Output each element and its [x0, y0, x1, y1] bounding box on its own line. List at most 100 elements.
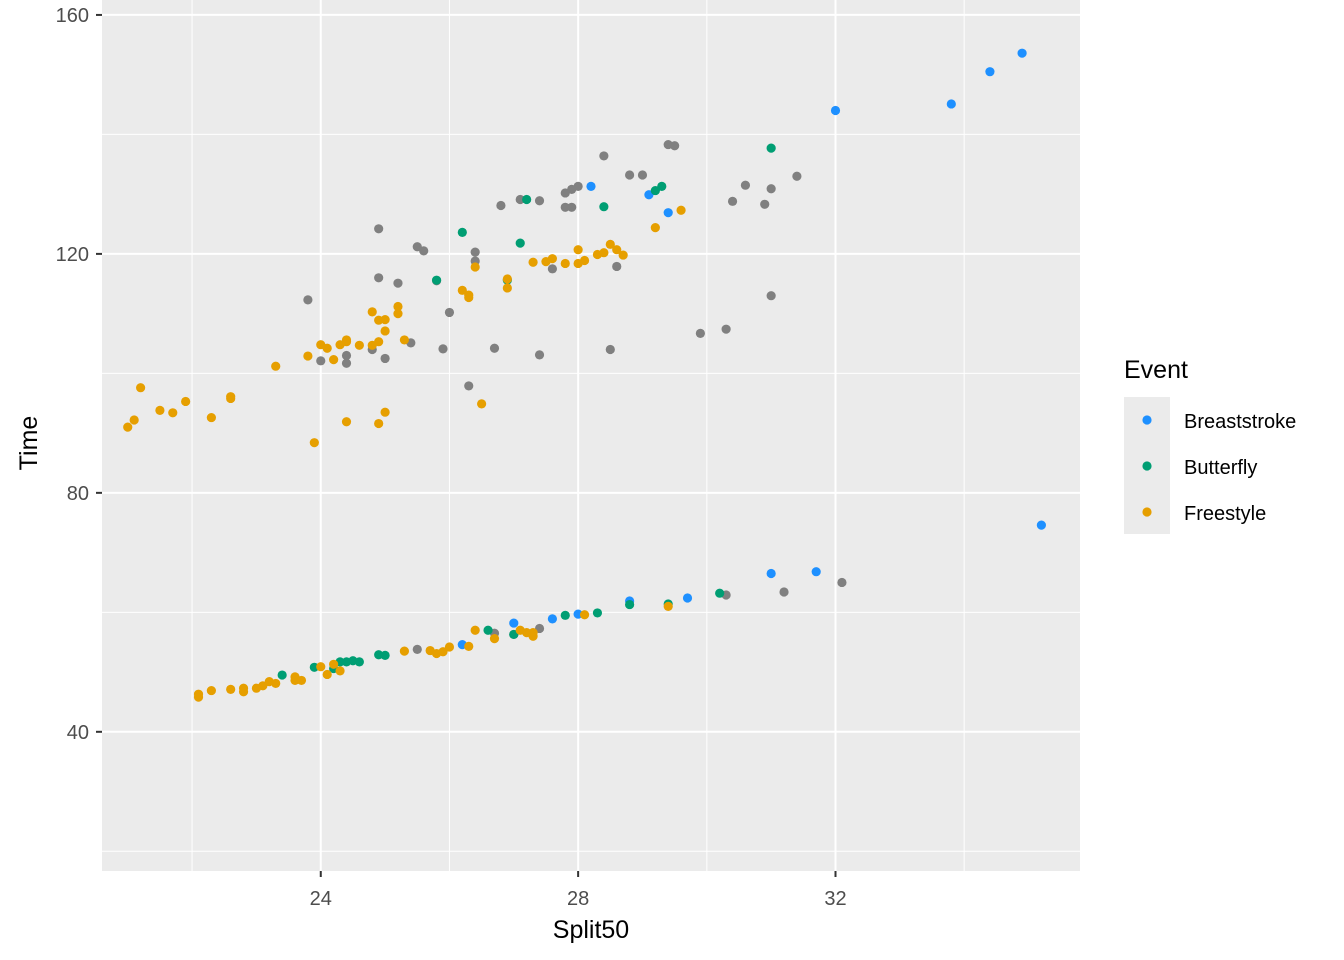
point-freestyle — [136, 383, 146, 393]
point-butterfly — [431, 275, 442, 285]
point-na — [393, 278, 403, 288]
point-freestyle — [612, 245, 622, 255]
point-butterfly — [625, 599, 635, 610]
point-freestyle — [393, 309, 403, 319]
point-freestyle — [155, 405, 165, 416]
legend-label-butterfly: Butterfly — [1184, 457, 1257, 479]
point-freestyle — [367, 307, 377, 317]
point-na — [316, 356, 326, 366]
point-na — [625, 170, 635, 180]
point-na — [419, 246, 429, 256]
point-na — [303, 295, 313, 305]
point-breaststroke — [586, 181, 596, 191]
point-freestyle — [193, 689, 204, 699]
point-na — [599, 151, 609, 161]
point-freestyle — [399, 646, 410, 656]
point-na — [695, 328, 705, 338]
point-na — [444, 307, 455, 318]
point-na — [489, 343, 500, 353]
point-breaststroke — [1036, 520, 1046, 530]
y-tick-label: 160 — [56, 5, 89, 27]
point-na — [534, 350, 545, 360]
point-na — [760, 199, 770, 209]
data-points — [123, 48, 1046, 702]
x-tick-label: 28 — [567, 888, 589, 910]
point-freestyle — [374, 418, 384, 429]
point-na — [374, 224, 384, 234]
point-freestyle — [489, 634, 500, 644]
point-butterfly — [483, 625, 493, 635]
point-butterfly — [766, 143, 776, 153]
point-butterfly — [599, 202, 609, 212]
legend-title: Event — [1124, 356, 1188, 384]
x-axis: 24 28 32 — [310, 871, 847, 910]
point-na — [740, 180, 751, 190]
point-na — [374, 273, 384, 283]
point-freestyle — [329, 659, 339, 669]
point-freestyle — [464, 292, 474, 303]
legend-key-butterfly — [1142, 461, 1152, 471]
point-na — [766, 291, 776, 301]
point-breaststroke — [946, 99, 956, 109]
legend-entries: Breaststroke Butterfly Freestyle — [1142, 411, 1296, 525]
point-breaststroke — [985, 67, 995, 77]
point-na — [567, 202, 577, 212]
point-na — [560, 202, 570, 212]
point-na — [534, 196, 545, 206]
major-gridlines — [102, 0, 1080, 871]
point-freestyle — [618, 250, 628, 260]
point-na — [438, 344, 448, 354]
legend-label-breaststroke: Breaststroke — [1184, 411, 1296, 433]
point-butterfly — [380, 650, 390, 660]
point-breaststroke — [766, 568, 776, 579]
point-freestyle — [573, 245, 583, 255]
point-freestyle — [477, 399, 487, 409]
point-breaststroke — [509, 618, 519, 628]
point-freestyle — [393, 301, 403, 312]
point-freestyle — [599, 248, 609, 258]
point-freestyle — [399, 335, 410, 345]
x-axis-title: Split50 — [553, 916, 629, 944]
point-freestyle — [560, 258, 570, 269]
legend-label-freestyle: Freestyle — [1184, 503, 1266, 525]
point-na — [341, 350, 352, 361]
point-na — [612, 261, 622, 272]
point-butterfly — [715, 588, 725, 598]
point-freestyle — [380, 326, 390, 336]
point-freestyle — [309, 438, 319, 448]
point-freestyle — [354, 340, 364, 350]
point-freestyle — [650, 223, 660, 233]
point-freestyle — [464, 641, 474, 651]
point-freestyle — [303, 351, 313, 361]
point-freestyle — [316, 662, 326, 672]
point-na — [464, 381, 474, 391]
point-freestyle — [676, 205, 686, 215]
point-na — [837, 577, 847, 588]
point-freestyle — [457, 285, 467, 295]
point-freestyle — [238, 683, 249, 693]
point-na — [470, 247, 480, 257]
point-butterfly — [592, 608, 603, 618]
point-freestyle — [438, 647, 448, 657]
point-freestyle — [444, 642, 455, 652]
point-freestyle — [380, 315, 390, 325]
point-freestyle — [296, 675, 307, 686]
point-freestyle — [226, 684, 236, 694]
y-axis: 40 80 120 160 — [56, 5, 102, 744]
point-breaststroke — [830, 105, 841, 116]
point-butterfly — [522, 194, 532, 205]
x-tick-label: 24 — [310, 888, 332, 910]
point-freestyle — [605, 239, 615, 249]
point-butterfly — [457, 227, 467, 237]
point-na — [496, 200, 506, 211]
point-breaststroke — [1017, 48, 1027, 58]
point-na — [380, 353, 390, 364]
point-freestyle — [528, 257, 538, 267]
point-butterfly — [560, 610, 570, 620]
point-na — [779, 587, 789, 597]
point-freestyle — [168, 408, 178, 418]
point-freestyle — [528, 631, 538, 641]
point-na — [412, 644, 422, 654]
point-freestyle — [470, 262, 480, 272]
